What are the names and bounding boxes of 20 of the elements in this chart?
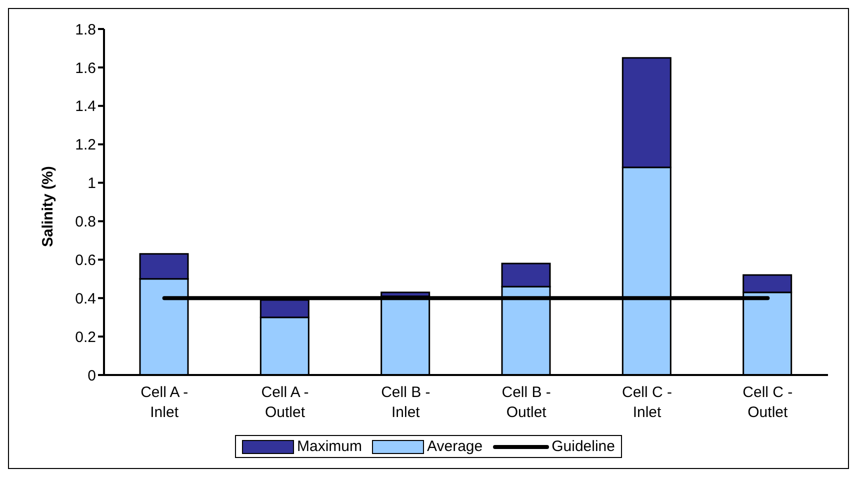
y-tick-label: 0.4 [75, 290, 96, 308]
y-tick-label: 1.8 [75, 21, 96, 38]
x-tick-label: Cell A - Outlet [261, 384, 309, 421]
legend-label: Maximum [296, 438, 362, 455]
legend-label: Average [427, 438, 483, 455]
x-tick-label: Cell B - Inlet [381, 384, 430, 421]
y-tick-label: 1.6 [75, 60, 96, 77]
legend-label: Guideline [552, 438, 615, 455]
y-tick-label: 0.8 [75, 214, 96, 231]
y-tick-label: 1.4 [75, 98, 96, 116]
x-tick-label: Cell C - Outlet [742, 384, 793, 421]
y-tick-label: 1.2 [75, 136, 96, 154]
y-axis-title: Salinity (%) [39, 166, 56, 247]
y-tick-label: 0.2 [75, 328, 96, 346]
x-tick-label: Cell A - Inlet [140, 384, 188, 421]
x-tick-label: Cell C - Inlet [622, 384, 672, 421]
y-tick-label: 0.6 [75, 252, 96, 269]
x-tick-label: Cell B - Outlet [502, 384, 551, 421]
y-tick-label: 0 [88, 367, 96, 384]
y-tick-label: 1 [88, 175, 96, 192]
